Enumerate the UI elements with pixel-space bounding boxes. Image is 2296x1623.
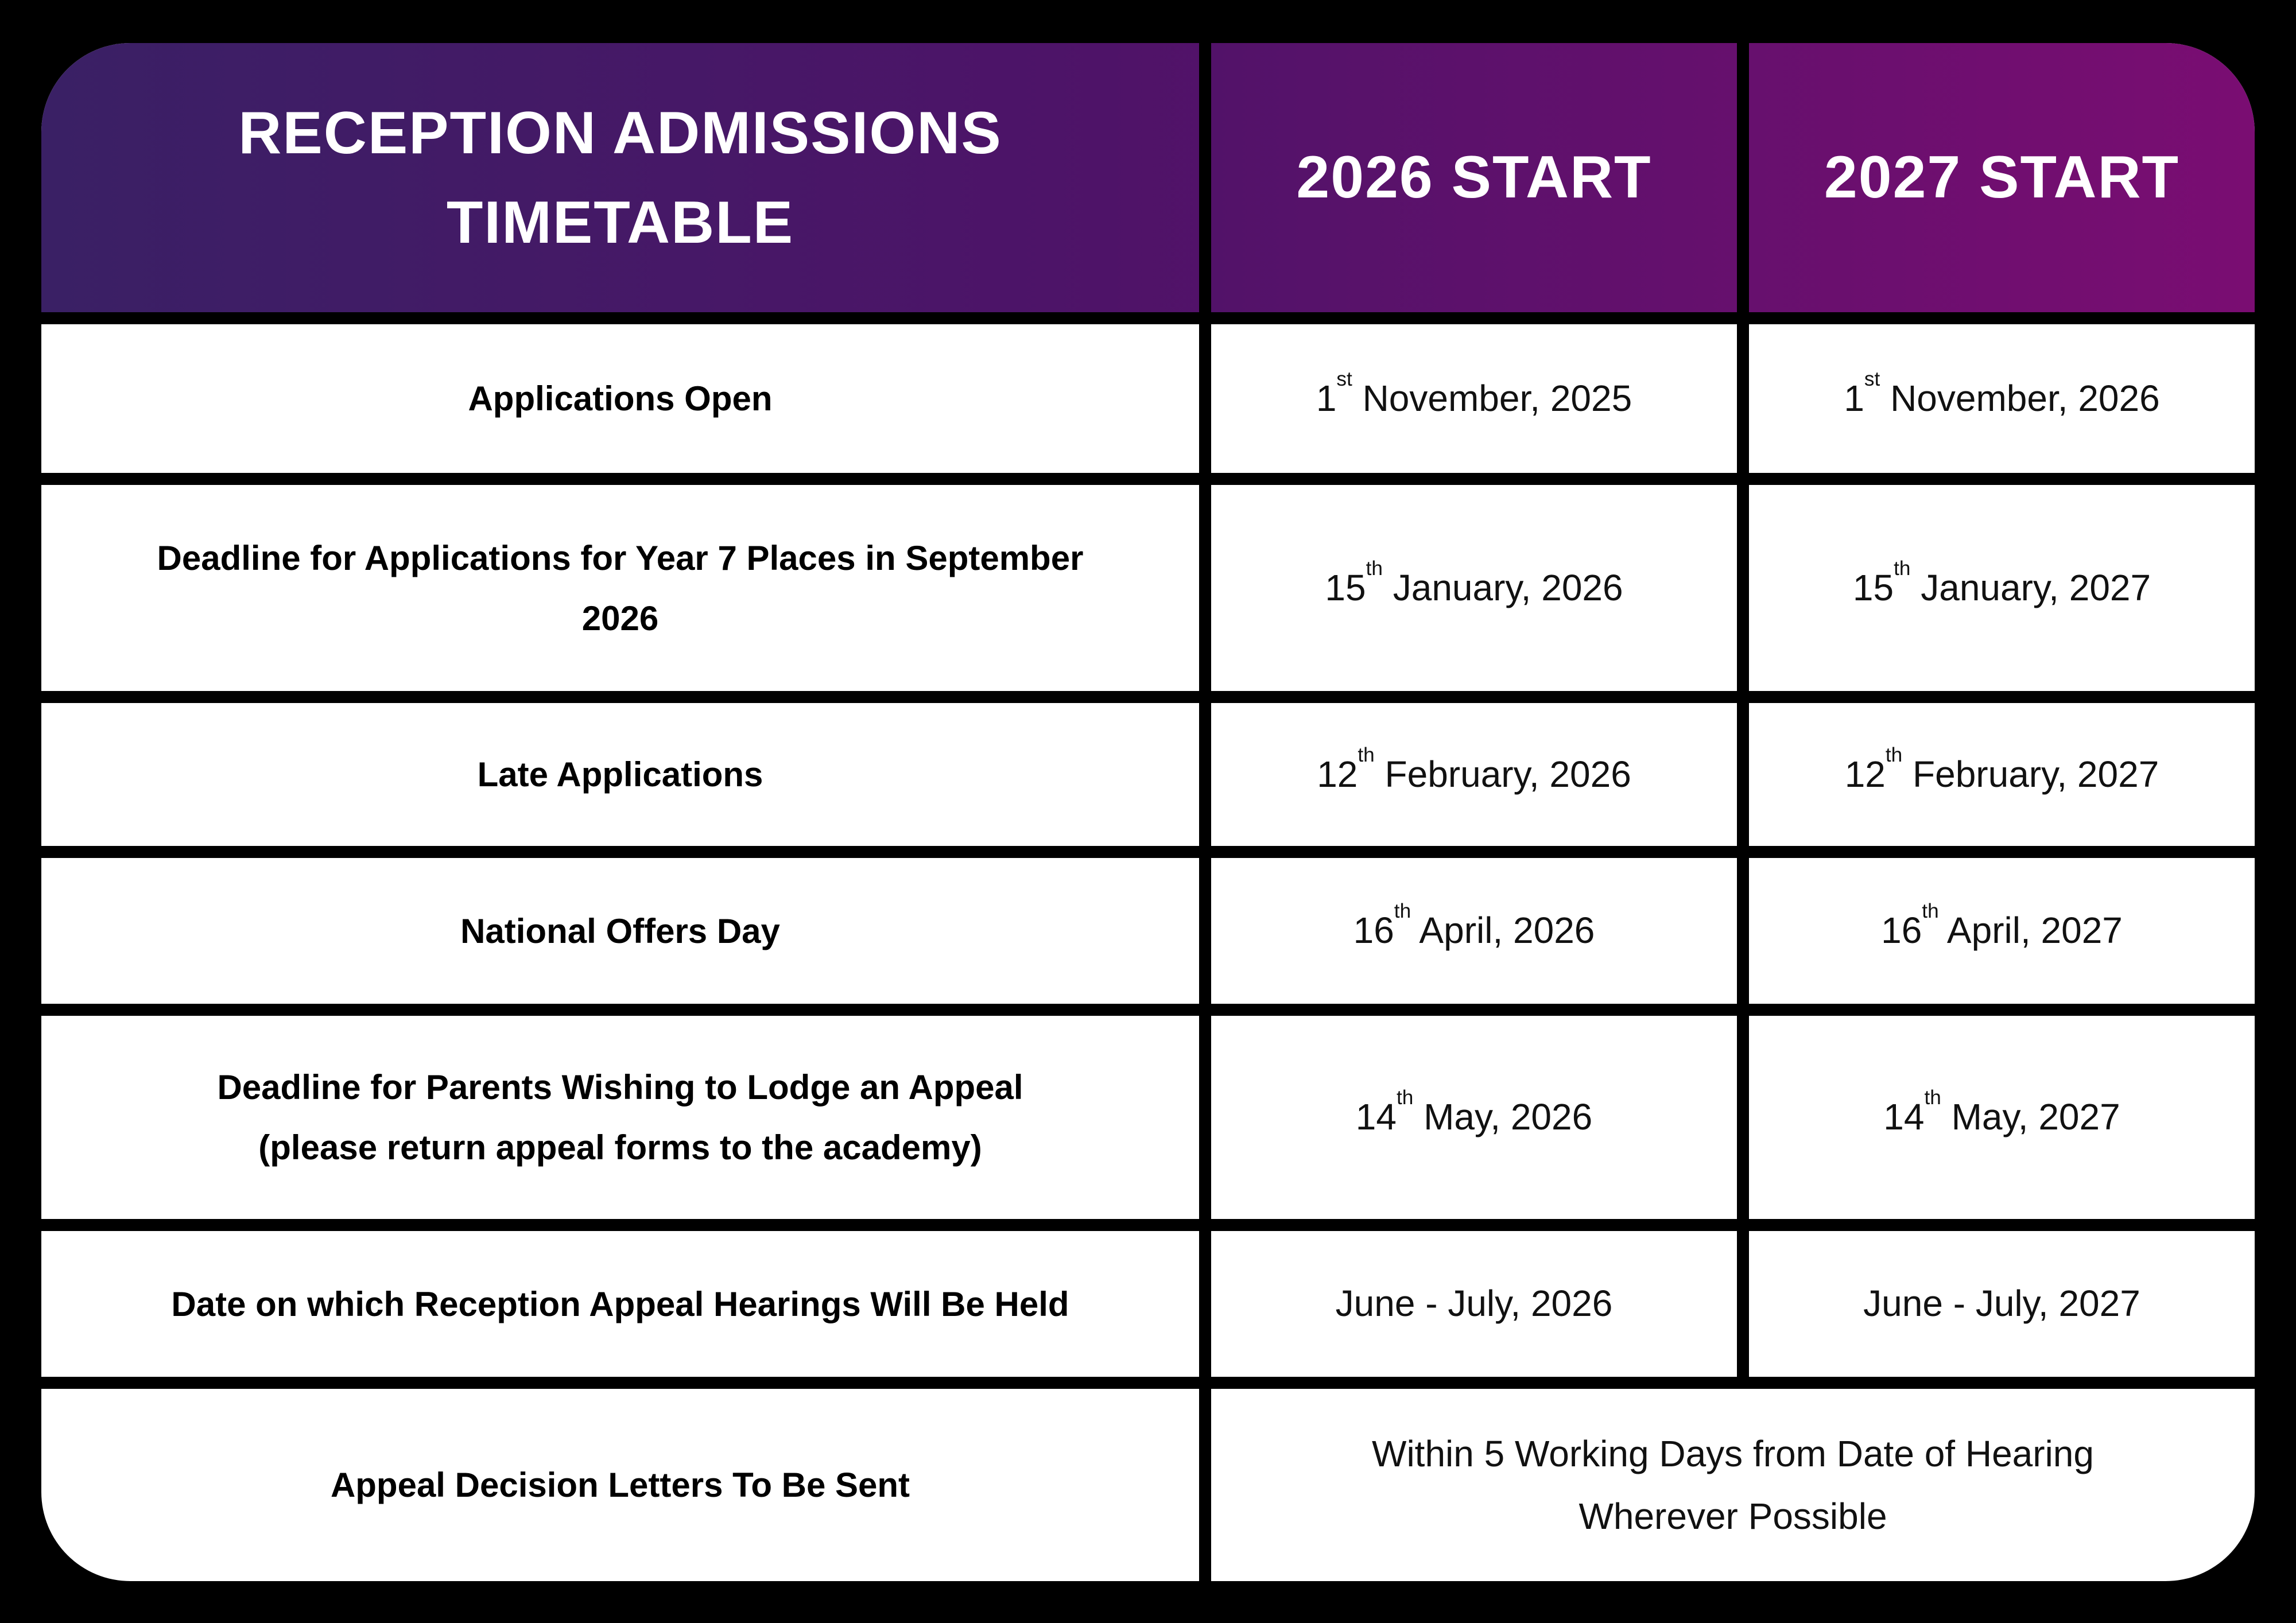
row-label-line: Late Applications	[477, 755, 763, 794]
date-cell-2026: 1st November, 2025	[1211, 324, 1737, 473]
timetable-card: RECEPTION ADMISSIONS TIMETABLE 2026 STAR…	[41, 43, 2255, 1581]
date-range: June - July, 2026	[1335, 1283, 1613, 1325]
date-range: June - July, 2027	[1863, 1283, 2140, 1325]
merged-note-line: Within 5 Working Days from Date of Heari…	[1372, 1432, 2094, 1474]
date-cell-2027: 1st November, 2026	[1749, 324, 2255, 473]
date-rest: January, 2026	[1382, 566, 1623, 608]
date-text: 14th May, 2026	[1355, 1086, 1593, 1143]
date-cell-2026: 16th April, 2026	[1211, 858, 1737, 1004]
date-day: 1	[1316, 377, 1337, 419]
ordinal-suffix: st	[1336, 367, 1352, 390]
date-rest: April, 2026	[1411, 910, 1595, 952]
merged-note-cell: Within 5 Working Days from Date of Heari…	[1211, 1389, 2255, 1581]
date-text: 15th January, 2027	[1852, 557, 2151, 614]
date-text: 16th April, 2026	[1353, 900, 1595, 957]
date-cell-2027: 16th April, 2027	[1749, 858, 2255, 1004]
row-label-line: Deadline for Parents Wishing to Lodge an…	[217, 1068, 1023, 1106]
date-cell-2026: June - July, 2026	[1211, 1231, 1737, 1377]
column-header-label: 2027 START	[1824, 144, 2180, 211]
date-rest: May, 2026	[1413, 1096, 1593, 1138]
header-title-cell: RECEPTION ADMISSIONS TIMETABLE	[41, 43, 1199, 312]
ordinal-suffix: th	[1396, 1086, 1414, 1109]
ordinal-suffix: th	[1922, 900, 1939, 923]
ordinal-suffix: th	[1894, 557, 1911, 580]
date-cell-2027: June - July, 2027	[1749, 1231, 2255, 1377]
date-cell-2027: 14th May, 2027	[1749, 1016, 2255, 1219]
row-label-line: 2026	[581, 599, 659, 638]
date-cell-2026: 12th February, 2026	[1211, 703, 1737, 846]
row-label: Date on which Reception Appeal Hearings …	[41, 1231, 1199, 1377]
date-text: 1st November, 2026	[1844, 368, 2160, 425]
page-title: RECEPTION ADMISSIONS TIMETABLE	[238, 88, 1002, 267]
date-day: 14	[1355, 1096, 1397, 1138]
date-text: 12th February, 2026	[1317, 744, 1631, 801]
ordinal-suffix: st	[1864, 367, 1880, 390]
ordinal-suffix: th	[1366, 557, 1383, 580]
date-text: 12th February, 2027	[1844, 744, 2159, 801]
date-text: 1st November, 2025	[1316, 368, 1632, 425]
row-label: Appeal Decision Letters To Be Sent	[41, 1389, 1199, 1581]
date-day: 15	[1852, 566, 1894, 608]
row-label-line: Date on which Reception Appeal Hearings …	[171, 1284, 1069, 1323]
row-label: Deadline for Applications for Year 7 Pla…	[41, 485, 1199, 691]
date-text: 15th January, 2026	[1325, 557, 1623, 614]
date-text: June - July, 2026	[1336, 1278, 1613, 1330]
row-label: Deadline for Parents Wishing to Lodge an…	[41, 1016, 1199, 1219]
date-day: 12	[1844, 753, 1886, 795]
date-rest: November, 2026	[1880, 377, 2160, 419]
ordinal-suffix: th	[1394, 900, 1411, 923]
date-day: 16	[1353, 910, 1394, 952]
date-rest: November, 2025	[1352, 377, 1632, 419]
date-cell-2026: 15th January, 2026	[1211, 485, 1737, 691]
header-col-2026: 2026 START	[1211, 43, 1737, 312]
row-label-line: (please return appeal forms to the acade…	[258, 1128, 982, 1167]
date-text: June - July, 2027	[1863, 1278, 2140, 1330]
row-label-line: Deadline for Applications for Year 7 Pla…	[157, 538, 1084, 577]
row-label-line: Appeal Decision Letters To Be Sent	[330, 1466, 910, 1504]
date-day: 15	[1325, 566, 1366, 608]
row-label: Late Applications	[41, 703, 1199, 846]
row-label: Applications Open	[41, 324, 1199, 473]
date-rest: January, 2027	[1910, 566, 2151, 608]
date-rest: April, 2027	[1938, 910, 2123, 952]
row-label-line: Applications Open	[468, 379, 773, 418]
page-title-line-1: RECEPTION ADMISSIONS	[238, 99, 1002, 166]
date-day: 1	[1844, 377, 1864, 419]
date-cell-2026: 14th May, 2026	[1211, 1016, 1737, 1219]
page-title-line-2: TIMETABLE	[446, 189, 794, 256]
date-text: 14th May, 2027	[1883, 1086, 2120, 1143]
ordinal-suffix: th	[1358, 743, 1375, 766]
date-cell-2027: 15th January, 2027	[1749, 485, 2255, 691]
date-rest: May, 2027	[1941, 1096, 2120, 1138]
merged-note-line: Wherever Possible	[1578, 1495, 1887, 1537]
row-label: National Offers Day	[41, 858, 1199, 1004]
date-cell-2027: 12th February, 2027	[1749, 703, 2255, 846]
ordinal-suffix: th	[1885, 743, 1903, 766]
ordinal-suffix: th	[1924, 1086, 1941, 1109]
date-rest: February, 2027	[1902, 753, 2159, 795]
date-text: 16th April, 2027	[1881, 900, 2123, 957]
row-label-line: National Offers Day	[460, 911, 780, 950]
date-day: 14	[1883, 1096, 1925, 1138]
date-day: 12	[1317, 753, 1358, 795]
date-rest: February, 2026	[1374, 753, 1631, 795]
column-header-label: 2026 START	[1296, 144, 1652, 211]
header-col-2027: 2027 START	[1749, 43, 2255, 312]
date-day: 16	[1881, 910, 1922, 952]
